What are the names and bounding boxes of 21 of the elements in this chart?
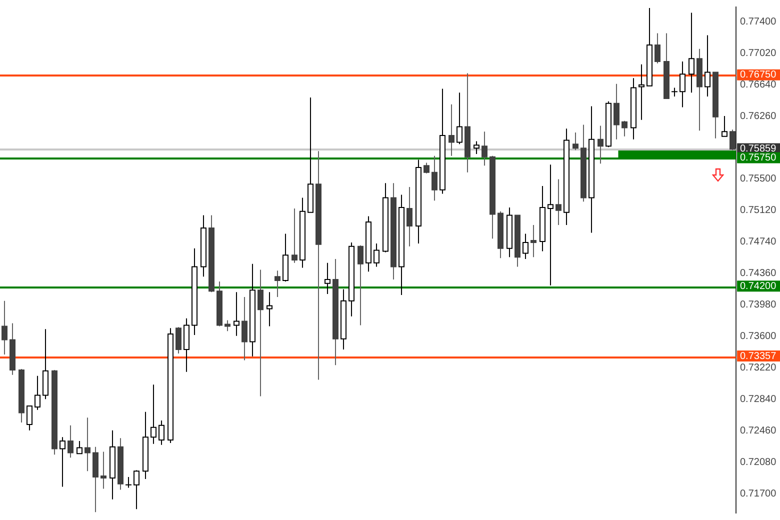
ref-line-label: 0.75750 [740,152,777,164]
y-tick-label: 0.77020 [740,48,777,59]
ref-line-label: 0.74200 [740,280,777,292]
y-tick-label: 0.74740 [740,236,777,248]
y-tick-label: 0.73600 [740,331,777,342]
y-tick-label: 0.71700 [740,488,777,500]
y-tick-label: 0.72080 [740,457,777,468]
y-tick-label: 0.74360 [740,268,777,280]
ref-line-label: 0.73357 [740,350,777,362]
ref-line-label: 0.76750 [740,70,777,81]
y-tick-label: 0.72840 [740,394,777,406]
y-tick-label: 0.73220 [740,362,777,374]
ref-line-label: 0.75859 [740,143,777,154]
y-tick-label: 0.75120 [740,205,777,216]
y-tick-label: 0.77400 [740,16,777,28]
y-tick-label: 0.75500 [740,174,777,185]
y-tick-label: 0.72460 [740,426,777,437]
candlestick [125,476,132,488]
y-tick-label: 0.73980 [740,300,777,311]
y-tick-label: 0.76260 [740,110,777,122]
y-tick-label: 0.76640 [740,79,777,90]
